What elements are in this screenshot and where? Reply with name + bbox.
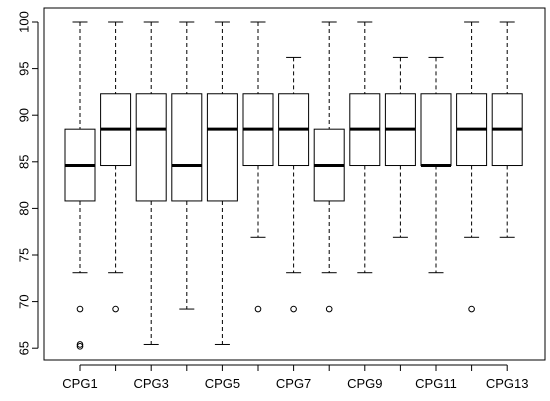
outlier-point — [76, 343, 84, 350]
y-tick-label: 90 — [17, 108, 32, 122]
x-tick-label: CPG9 — [347, 376, 382, 391]
box-cpg6 — [242, 21, 274, 313]
box-cpg13 — [491, 21, 523, 238]
x-tick-label: CPG1 — [62, 376, 97, 391]
x-tick-label: CPG7 — [276, 376, 311, 391]
x-axis: CPG1 CPG3 CPG5 CPG7 CPG9 CPG11 CPG13 — [62, 364, 529, 391]
box-iqr — [420, 93, 452, 167]
x-tick-label: CPG13 — [486, 376, 529, 391]
box-iqr — [135, 93, 167, 202]
outlier-point — [325, 305, 333, 313]
outlier-point — [76, 341, 84, 348]
box-cpg12 — [456, 21, 488, 313]
boxes-layer — [64, 21, 523, 350]
box-cpg8 — [313, 21, 345, 313]
y-axis: 65 70 75 80 85 90 95 100 — [17, 11, 39, 355]
y-tick-label: 100 — [17, 11, 32, 33]
outlier-point — [76, 305, 84, 313]
y-tick-label: 95 — [17, 61, 32, 75]
outlier-point — [254, 305, 262, 313]
box-cpg9 — [349, 21, 381, 274]
box-cpg7 — [278, 56, 310, 313]
box-cpg10 — [384, 56, 416, 238]
box-cpg4 — [171, 21, 203, 310]
y-tick-label: 75 — [17, 248, 32, 262]
y-tick-label: 65 — [17, 341, 32, 355]
box-cpg11 — [420, 56, 452, 274]
x-tick-label: CPG5 — [205, 376, 240, 391]
box-cpg1 — [64, 21, 96, 350]
y-tick-label: 70 — [17, 294, 32, 308]
x-tick-label: CPG11 — [415, 376, 457, 391]
box-iqr — [171, 93, 203, 202]
box-iqr — [206, 93, 238, 202]
y-tick-label: 80 — [17, 201, 32, 215]
plot-frame — [43, 7, 546, 361]
x-tick-label: CPG3 — [133, 376, 168, 391]
box-cpg2 — [100, 21, 132, 313]
outlier-point — [468, 305, 475, 313]
outlier-point — [112, 305, 119, 313]
outlier-point — [290, 305, 297, 313]
box-cpg5 — [206, 21, 238, 345]
y-tick-label: 85 — [17, 155, 32, 169]
box-cpg3 — [135, 21, 167, 345]
